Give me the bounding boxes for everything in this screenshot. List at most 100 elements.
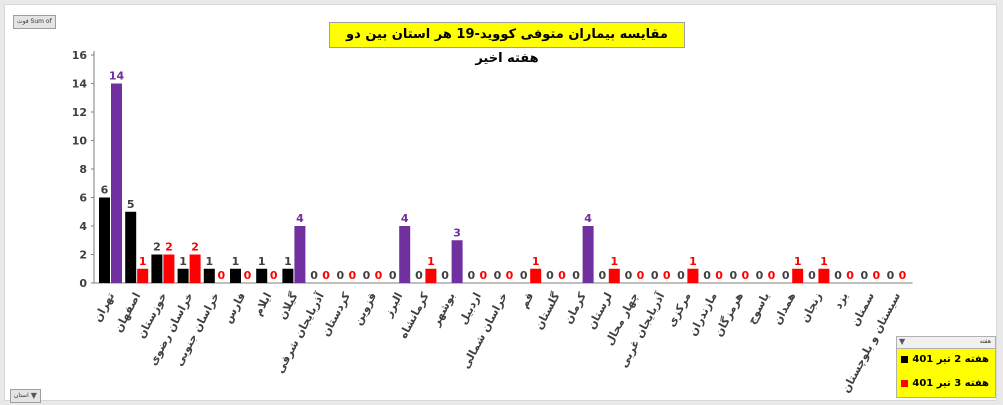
data-label-week-2: 0 (389, 269, 397, 282)
legend-label-week-2: هفته 2 تیر 401 (912, 353, 989, 365)
bar-week-3 (818, 268, 830, 283)
data-label-week-2: 1 (232, 255, 240, 268)
data-label-week-3: 4 (401, 212, 409, 225)
data-label-week-2: 2 (153, 241, 161, 254)
data-label-week-3: 0 (322, 269, 330, 282)
data-label-week-3: 4 (296, 212, 304, 225)
x-category-label: مرکزی (665, 290, 694, 329)
bar-week-2 (282, 268, 294, 283)
data-label-week-3: 0 (846, 269, 854, 282)
data-label-week-2: 0 (494, 269, 502, 282)
x-category-label: فارس (221, 290, 248, 325)
data-label-week-2: 0 (415, 269, 423, 282)
x-category-label: گلستان (532, 290, 563, 332)
x-category-label: بوشهر (429, 290, 458, 329)
y-tick-label: 10 (72, 135, 88, 148)
bar-week-2 (177, 268, 189, 283)
x-category-label: قم (517, 290, 536, 310)
y-tick-label: 8 (79, 163, 87, 176)
data-label-week-2: 0 (441, 269, 449, 282)
data-label-week-3: 2 (191, 241, 199, 254)
data-label-week-2: 0 (703, 269, 711, 282)
data-label-week-2: 0 (756, 269, 764, 282)
pivot-axis-field-label: استان (14, 392, 29, 399)
data-label-week-3: 1 (689, 255, 697, 268)
data-label-week-3: 0 (663, 269, 671, 282)
bar-week-2 (151, 254, 163, 283)
data-label-week-3: 0 (479, 269, 487, 282)
data-label-week-2: 0 (887, 269, 895, 282)
legend-filter-icon[interactable]: ▼ (899, 337, 906, 346)
data-label-week-2: 0 (467, 269, 475, 282)
data-label-week-2: 1 (258, 255, 266, 268)
bar-week-3 (111, 83, 122, 283)
data-label-week-2: 0 (860, 269, 868, 282)
y-tick-label: 0 (79, 277, 87, 290)
x-category-label: گیلان (276, 290, 301, 322)
data-label-week-3: 0 (558, 269, 566, 282)
data-label-week-2: 0 (363, 269, 371, 282)
x-category-label: قزوین (351, 290, 379, 327)
bar-week-2 (256, 268, 268, 283)
data-label-week-3: 0 (741, 269, 749, 282)
filter-icon: ▼ (30, 391, 37, 400)
x-category-label: کرمان (562, 290, 590, 326)
y-tick-label: 16 (72, 49, 88, 62)
data-label-week-2: 0 (336, 269, 344, 282)
data-label-week-3: 0 (872, 269, 880, 282)
legend-item-week-3: هفته 3 تیر 401 (901, 376, 989, 390)
data-label-week-2: 0 (677, 269, 685, 282)
data-label-week-2: 1 (205, 255, 213, 268)
pivot-value-field-button[interactable]: Sum of فوت (13, 15, 56, 29)
data-label-week-3: 0 (348, 269, 356, 282)
x-category-label: یاسوج (745, 290, 773, 327)
data-label-week-2: 1 (179, 255, 187, 268)
data-label-week-3: 0 (899, 269, 907, 282)
pivot-value-field-label: Sum of فوت (17, 18, 52, 25)
data-label-week-2: 0 (808, 269, 816, 282)
bar-week-3 (687, 268, 699, 283)
bar-week-3 (792, 268, 804, 283)
pivot-axis-field-button[interactable]: ▼ استان (10, 389, 41, 403)
data-label-week-3: 1 (794, 255, 802, 268)
bar-week-3 (451, 240, 463, 283)
data-label-week-2: 0 (310, 269, 318, 282)
bar-week-3 (530, 268, 542, 283)
data-label-week-3: 14 (109, 70, 125, 83)
data-label-week-3: 2 (165, 241, 173, 254)
y-tick-label: 4 (79, 220, 87, 233)
bar-week-3 (137, 268, 149, 283)
data-label-week-2: 1 (284, 255, 292, 268)
x-category-label: اردبیل (456, 290, 484, 326)
bar-week-3 (163, 254, 175, 283)
legend-item-week-2: هفته 2 تیر 401 (901, 352, 989, 366)
y-tick-label: 14 (72, 78, 88, 91)
data-label-week-3: 3 (453, 226, 461, 239)
bar-week-2 (125, 211, 137, 283)
x-category-label: یزد (831, 290, 850, 311)
x-category-label: همدان (771, 290, 799, 327)
legend: ▼ هفته هفته 2 تیر 401 هفته 3 تیر 401 (896, 336, 996, 398)
data-label-week-2: 0 (729, 269, 737, 282)
data-label-week-3: 1 (820, 255, 828, 268)
legend-field-label: هفته (979, 338, 991, 345)
data-label-week-3: 4 (584, 212, 592, 225)
data-label-week-3: 1 (610, 255, 618, 268)
legend-header: ▼ هفته (897, 337, 995, 349)
bar-week-3 (189, 254, 201, 283)
data-label-week-3: 0 (637, 269, 645, 282)
data-label-week-2: 0 (572, 269, 580, 282)
bar-week-2 (99, 197, 110, 283)
legend-swatch-week-2 (901, 355, 909, 363)
bar-week-3 (399, 226, 411, 283)
y-tick-label: 2 (79, 249, 87, 262)
bar-week-3 (608, 268, 620, 283)
legend-swatch-week-3 (901, 379, 909, 387)
data-label-week-3: 0 (715, 269, 723, 282)
bar-week-2 (230, 268, 241, 283)
data-label-week-3: 1 (427, 255, 435, 268)
data-label-week-3: 1 (139, 255, 147, 268)
x-category-label: زنجان (798, 290, 824, 324)
bar-week-3 (582, 226, 594, 283)
